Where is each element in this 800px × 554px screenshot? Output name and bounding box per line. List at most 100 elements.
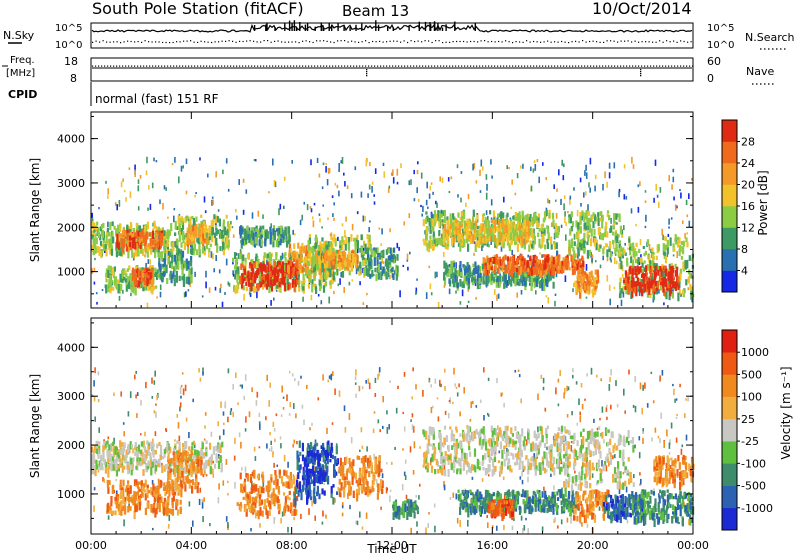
power-echo-cell [376,247,379,256]
power-echo-cell [595,239,598,243]
power-echo-cell [262,225,265,230]
power-echo-cell [216,244,219,253]
power-echo-cell [654,265,657,274]
power-echo-cell [583,232,586,242]
power-scatter-cell [283,205,285,209]
power-echo-cell [110,235,113,243]
power-echo-cell [145,272,148,281]
power-echo-cell [537,232,540,238]
power-echo-cell [187,233,190,238]
nave-dot [689,65,691,67]
nave-dot [569,65,571,67]
power-echo-cell [493,216,496,221]
power-scatter-cell [274,181,277,188]
power-echo-cell [123,268,126,275]
power-scatter-cell [337,283,340,287]
nave-dot [329,65,331,67]
power-echo-cell [496,267,499,274]
power-echo-cell [476,214,479,220]
power-echo-cell [487,244,490,248]
nave-dot [395,65,397,67]
power-echo-cell [343,234,347,238]
power-echo-cell [288,250,291,254]
nsearch-dot [676,41,678,43]
nsearch-dot [193,41,195,43]
power-scatter-cell [403,221,405,226]
power-echo-cell [523,219,526,228]
nave-dot [440,65,442,67]
power-echo-cell [390,268,393,272]
power-echo-cell [452,213,455,220]
power-scatter-cell [152,222,154,227]
power-echo-cell [141,275,144,282]
power-echo-cell [497,257,500,262]
power-echo-cell [638,257,642,262]
power-echo-cell [218,218,221,227]
power-echo-cell [665,291,668,300]
power-echo-cell [120,247,123,257]
power-echo-cell [453,236,456,243]
nave-dot [107,65,109,67]
nsearch-dot [123,41,125,43]
power-scatter-cell [218,269,221,274]
power-echo-cell [324,254,327,264]
power-scatter-cell [539,252,541,255]
power-scatter-cell [674,204,677,211]
power-echo-cell [606,249,609,257]
power-echo-cell [166,239,169,247]
power-scatter-cell [658,289,660,294]
power-echo-cell [216,229,219,235]
nsearch-dot [302,40,304,42]
power-echo-cell [662,270,665,280]
power-echo-cell [514,228,517,235]
nsearch-dot [358,41,360,43]
power-scatter-cell [615,260,618,265]
power-echo-cell [250,263,253,271]
power-echo-cell [524,229,527,238]
power-echo-cell [131,233,134,238]
nsearch-dot [421,41,423,43]
power-echo-cell [583,283,587,288]
power-echo-cell [626,283,629,290]
power-echo-cell [575,259,578,264]
power-echo-cell [252,232,255,241]
power-echo-cell [181,222,185,230]
power-echo-cell [474,221,478,228]
power-scatter-cell [535,290,537,295]
nave-dot [146,65,148,67]
power-echo-cell [544,244,547,250]
nave-dot [119,65,121,67]
power-echo-cell [277,239,280,248]
power-echo-cell [678,289,681,295]
power-echo-cell [481,239,484,248]
power-echo-cell [438,238,441,245]
power-echo-cell [292,273,295,282]
nsearch-dot [389,40,391,42]
nsearch-dot [130,40,132,43]
power-echo-cell [551,212,554,218]
power-scatter-cell [220,283,222,289]
power-echo-cell [112,286,115,291]
power-echo-cell [215,237,218,246]
nave-dot [254,65,256,67]
power-echo-cell [448,278,451,284]
power-echo-cell [225,214,228,219]
nave-dot [179,65,181,67]
nsearch-dot [253,40,255,42]
power-echo-cell [310,272,313,279]
nave-dot [230,65,232,67]
velocity-scatter-cell [459,411,461,417]
power-echo-cell [443,216,446,224]
power-scatter-cell [467,288,470,292]
power-scatter-cell [243,293,245,301]
nave-dot [617,65,619,67]
nsearch-dot [680,40,682,42]
power-echo-cell [308,234,312,238]
velocity-scatter-cell [257,488,260,493]
nsearch-dot [529,41,531,43]
power-echo-cell [371,269,374,278]
power-echo-cell [201,246,204,254]
nave-dot [242,65,244,67]
power-echo-cell [313,263,316,272]
power-echo-cell [686,241,689,248]
